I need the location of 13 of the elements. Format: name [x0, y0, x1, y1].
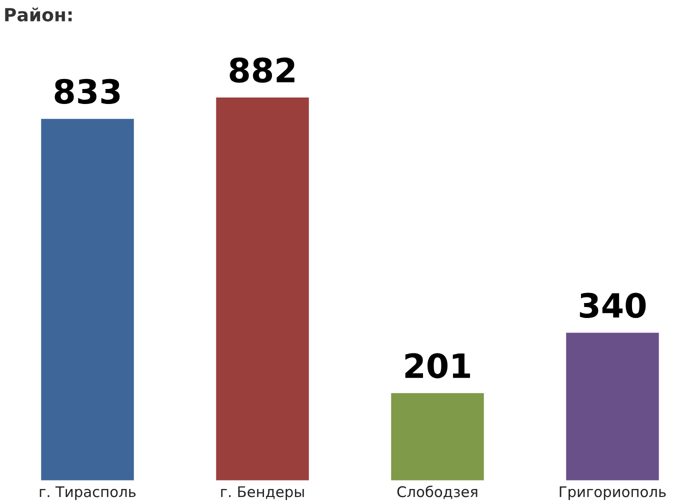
bar — [41, 118, 134, 480]
x-tick-label: Григориополь — [560, 486, 666, 500]
data-label: 882 — [230, 58, 294, 83]
bar — [216, 98, 309, 480]
x-tick-label: г. Тирасполь — [40, 486, 136, 500]
chart-title: Район: — [5, 7, 72, 22]
x-tick-label: г. Бендеры — [221, 486, 304, 500]
data-label: 201 — [405, 353, 470, 378]
bar — [391, 393, 484, 480]
data-label: 833 — [54, 78, 120, 104]
x-tick-label: Слободзея — [397, 486, 478, 500]
bar — [566, 332, 659, 480]
data-label: 340 — [580, 292, 646, 318]
